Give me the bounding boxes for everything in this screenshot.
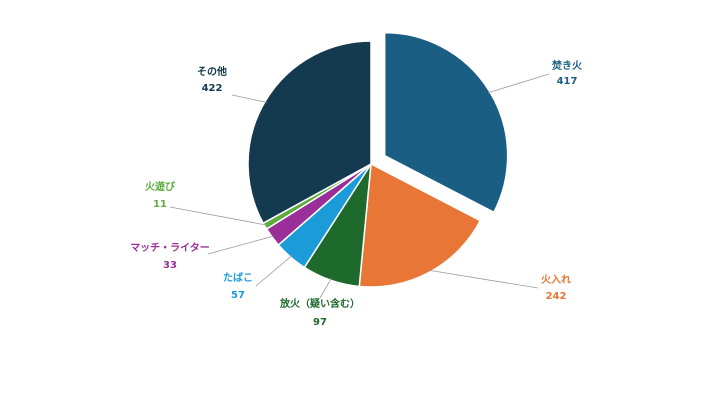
slice-value-6: 422 [202, 83, 223, 94]
leader-line-3 [255, 255, 293, 287]
slice-value-1: 242 [546, 291, 567, 302]
slice-value-2: 97 [313, 317, 327, 328]
slice-value-3: 57 [231, 290, 245, 301]
slice-value-0: 417 [557, 76, 578, 87]
slice-value-5: 11 [153, 199, 167, 210]
slice-label-0: 焚き火 [551, 59, 583, 72]
slice-label-2: 放火（疑い含む） [279, 297, 360, 310]
slice-label-4: マッチ・ライター [130, 242, 210, 254]
leader-line-2 [319, 278, 332, 299]
pie-slice-6 [247, 40, 372, 225]
leader-line-4 [207, 235, 274, 255]
leader-line-0 [487, 73, 550, 94]
leader-line-1 [428, 269, 539, 289]
leader-line-5 [169, 206, 267, 226]
leader-line-6 [231, 94, 267, 103]
pie-slice-1 [358, 162, 482, 288]
slice-value-4: 33 [163, 260, 177, 271]
slice-label-6: その他 [197, 65, 227, 78]
slice-label-1: 火入れ [541, 274, 571, 286]
slice-label-3: たばこ [223, 271, 253, 284]
slice-label-5: 火遊び [145, 180, 175, 193]
pie-slice-0 [383, 31, 509, 214]
